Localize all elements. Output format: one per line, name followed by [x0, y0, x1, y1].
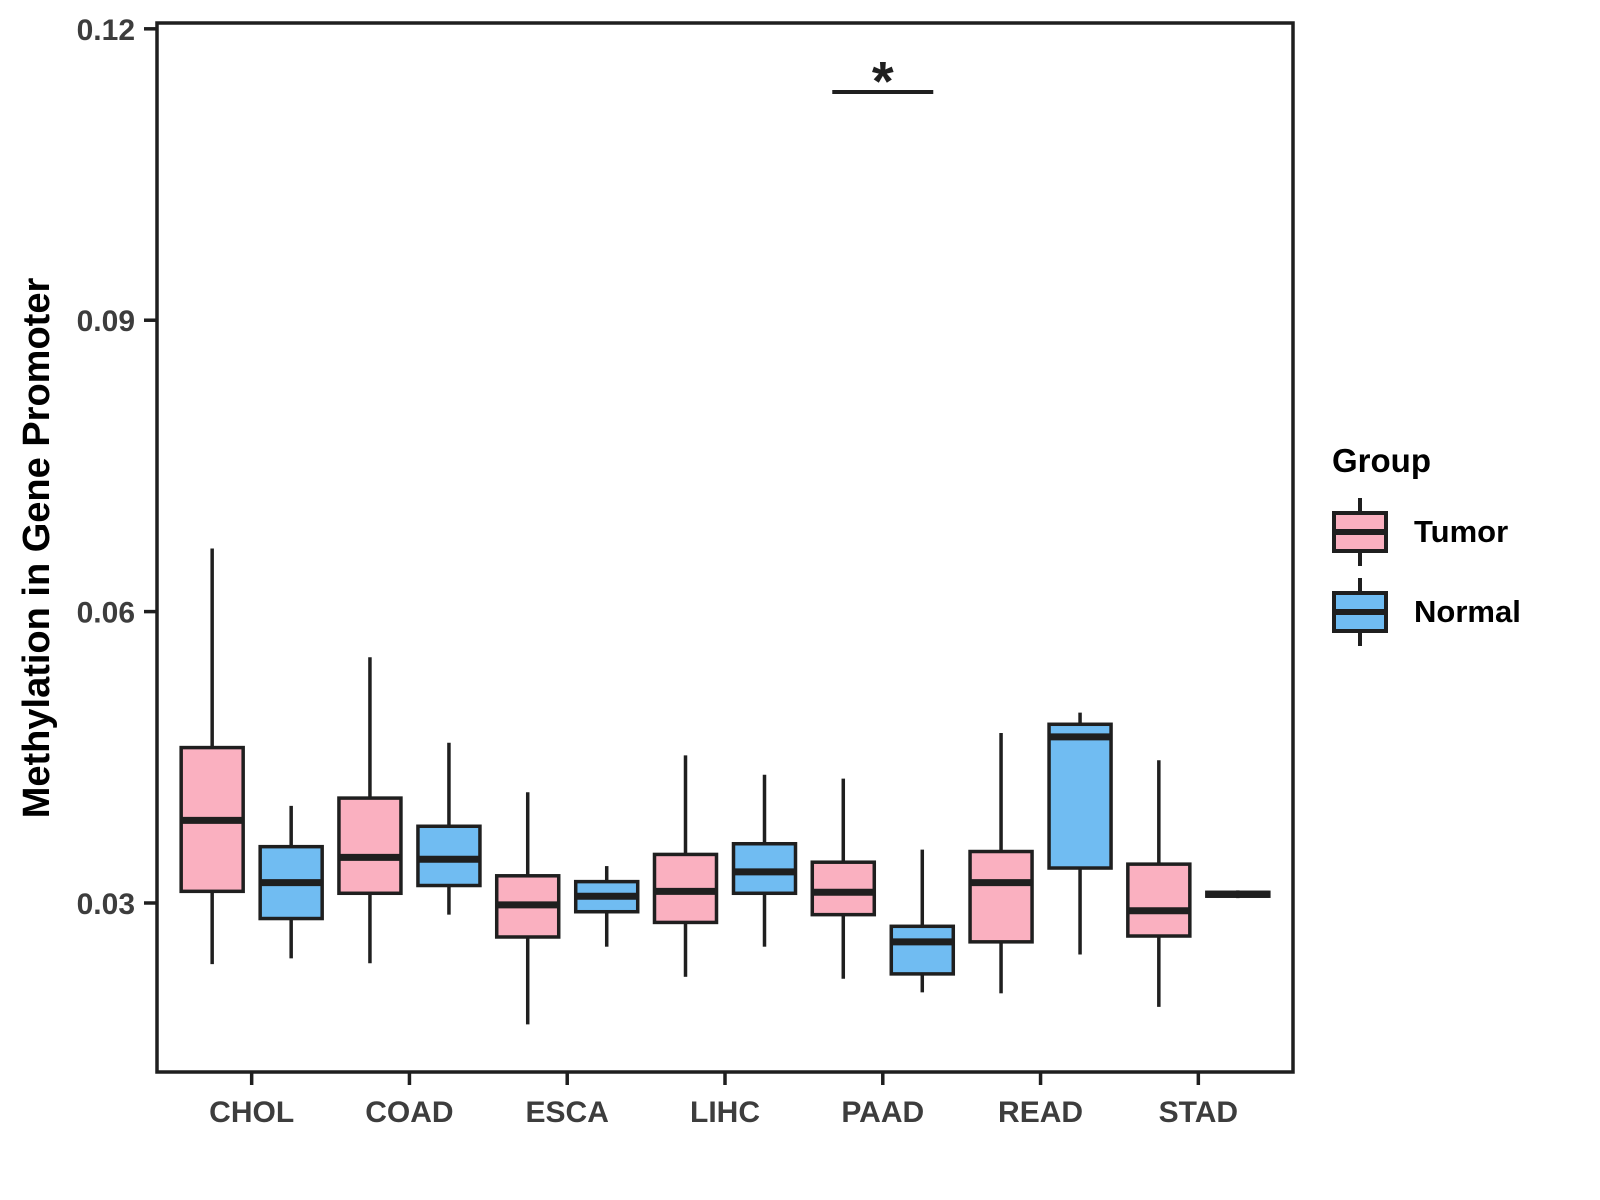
key-whisker-icon: [1358, 633, 1362, 646]
significance-star: *: [872, 50, 894, 113]
legend: Group Tumor Normal: [1332, 442, 1582, 658]
key-median-icon: [1336, 529, 1384, 535]
y-tick-label: 0.12: [77, 14, 135, 47]
x-category-label: READ: [998, 1096, 1083, 1129]
x-category-label: ESCA: [526, 1096, 609, 1129]
x-category-label: COAD: [365, 1096, 453, 1129]
box-tumor-coad: [337, 796, 403, 896]
panel-border: [155, 21, 1295, 1074]
box-normal-paad: [889, 924, 956, 976]
y-tick-label: 0.09: [77, 305, 135, 338]
key-whisker-icon: [1358, 578, 1362, 591]
y-tick-label: 0.06: [77, 597, 135, 630]
box-tumor-stad: [1126, 862, 1192, 938]
y-axis-title: Methylation in Gene Promoter: [16, 277, 58, 819]
box-tumor-read: [968, 849, 1034, 944]
y-tick-label: 0.03: [77, 888, 135, 921]
key-whisker-icon: [1358, 498, 1362, 511]
key-box-icon: [1332, 591, 1388, 633]
legend-label-normal: Normal: [1414, 594, 1521, 629]
x-category-label: STAD: [1159, 1096, 1238, 1129]
x-category-label: LIHC: [690, 1096, 760, 1129]
x-category-label: PAAD: [841, 1096, 924, 1129]
legend-label-tumor: Tumor: [1414, 514, 1509, 549]
legend-item-tumor[interactable]: Tumor: [1332, 498, 1582, 566]
key-median-icon: [1336, 609, 1384, 615]
box-normal-read: [1047, 722, 1113, 870]
tumor-boxplot-key-icon: [1332, 498, 1388, 566]
box-tumor-paad: [810, 860, 877, 917]
legend-item-normal[interactable]: Normal: [1332, 578, 1582, 646]
x-category-label: CHOL: [209, 1096, 294, 1129]
key-box-icon: [1332, 511, 1388, 553]
key-whisker-icon: [1358, 553, 1362, 566]
normal-boxplot-key-icon: [1332, 578, 1388, 646]
legend-title: Group: [1332, 442, 1431, 479]
